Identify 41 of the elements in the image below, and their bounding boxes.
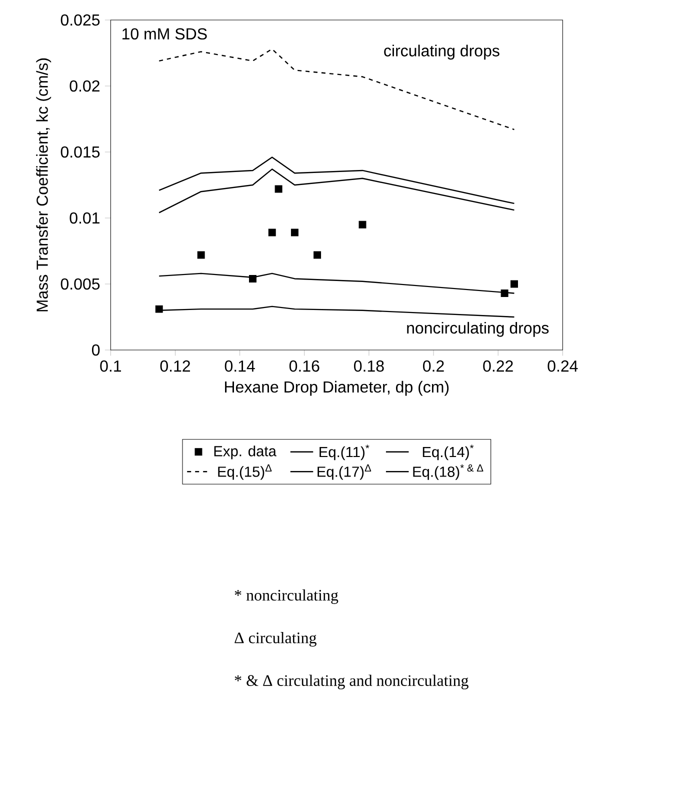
point: [274, 185, 282, 193]
x-tick-label: 0.12: [160, 360, 190, 372]
point: [197, 251, 205, 259]
y-axis-title: Mass Transfer Coefficient, kc (cm/s): [36, 58, 52, 312]
y-tick-label: 0.02: [70, 80, 100, 92]
point: [358, 220, 366, 228]
y-tick-label: 0.005: [60, 278, 100, 290]
legend-label: Eq.(15)$^{Δ}$: [218, 464, 272, 480]
x-tick-label: 0.1: [100, 360, 122, 372]
x-axis-title: Hexane Drop Diameter, dp (cm): [225, 380, 449, 396]
point: [314, 251, 322, 259]
x-tick-label: 0.22: [483, 360, 513, 372]
x-tick-label: 0.14: [224, 360, 255, 372]
point: [268, 228, 276, 236]
x-tick-label: 0.18: [354, 360, 384, 372]
point: [500, 290, 508, 297]
text: * & Δ circulating and noncirculating: [234, 674, 468, 690]
annotation: 10 mM SDS: [122, 28, 207, 40]
legend-label: Exp. data: [214, 446, 276, 460]
line-series: [158, 272, 515, 294]
x-tick-label: 0.16: [289, 360, 320, 372]
y-tick-label: 0.025: [60, 14, 100, 26]
x-tick-label: 0.24: [548, 360, 578, 372]
line-series: [158, 168, 515, 214]
legend-label: Eq.(18)$^{* & Δ}$: [413, 464, 484, 480]
point: [155, 305, 163, 313]
text: Δ circulating: [234, 632, 316, 647]
y-tick-label: 0.01: [70, 212, 100, 224]
legend-label: Eq.(17)$^{Δ}$: [318, 464, 372, 480]
annotation: circulating drops: [384, 44, 500, 60]
line-series: [158, 156, 515, 204]
y-tick-label: 0: [92, 344, 100, 356]
annotation: noncirculating drops: [407, 322, 549, 337]
text: * noncirculating: [234, 589, 338, 604]
x-tick-label: 0.2: [423, 360, 444, 372]
point: [248, 274, 256, 282]
legend-label: Eq.(14)$^{*}$: [422, 444, 474, 460]
y-tick-label: 0.015: [60, 146, 100, 158]
point: [510, 280, 518, 288]
legend-label: Eq.(11)$^{*}$: [320, 444, 370, 460]
point: [290, 228, 298, 236]
